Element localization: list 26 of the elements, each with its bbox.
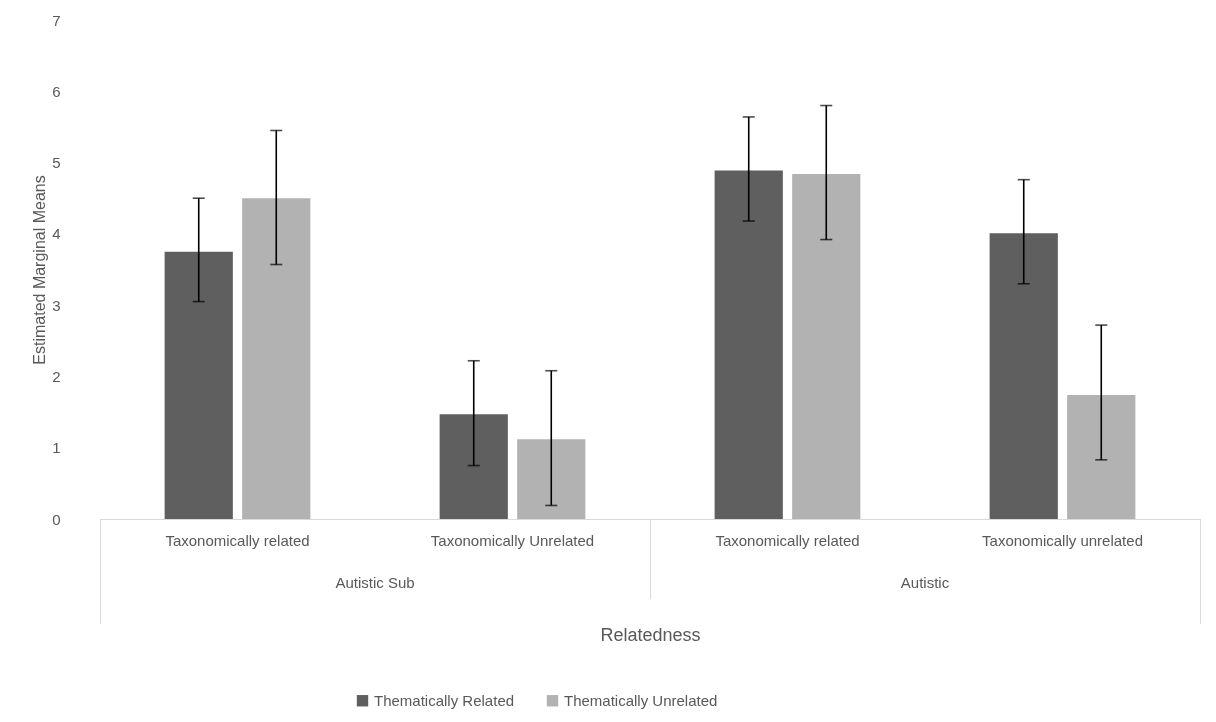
y-axis-title: Estimated Marginal Means xyxy=(31,175,49,365)
x-tick-label: Taxonomically Unrelated xyxy=(430,531,595,549)
y-tick-label: 4 xyxy=(52,225,61,243)
bar xyxy=(164,251,233,519)
bar xyxy=(714,170,783,519)
y-tick-label: 0 xyxy=(52,510,61,528)
y-tick-label: 3 xyxy=(52,296,61,314)
text: Autistic Sub xyxy=(334,574,416,591)
bar xyxy=(439,414,508,519)
x-tick-label: Taxonomically unrelated xyxy=(982,531,1143,549)
y-tick-label: 2 xyxy=(52,367,61,385)
y-tick-label: 7 xyxy=(52,11,61,29)
text: Autistic xyxy=(899,574,951,591)
y-tick-label: 6 xyxy=(52,82,61,100)
x-axis-title: Relatedness xyxy=(600,624,701,645)
bar xyxy=(242,198,311,519)
bar xyxy=(517,439,586,519)
y-tick-label: 1 xyxy=(52,439,61,457)
legend-label: Thematically Unrelated xyxy=(564,691,718,709)
y-tick-label: 5 xyxy=(52,154,61,172)
x-tick-label: Taxonomically related xyxy=(165,531,310,549)
bar xyxy=(792,173,861,519)
legend-label: Thematically Related xyxy=(374,691,515,709)
x-tick-label: Taxonomically related xyxy=(715,531,860,549)
bar xyxy=(989,233,1058,519)
bar xyxy=(1067,394,1136,519)
